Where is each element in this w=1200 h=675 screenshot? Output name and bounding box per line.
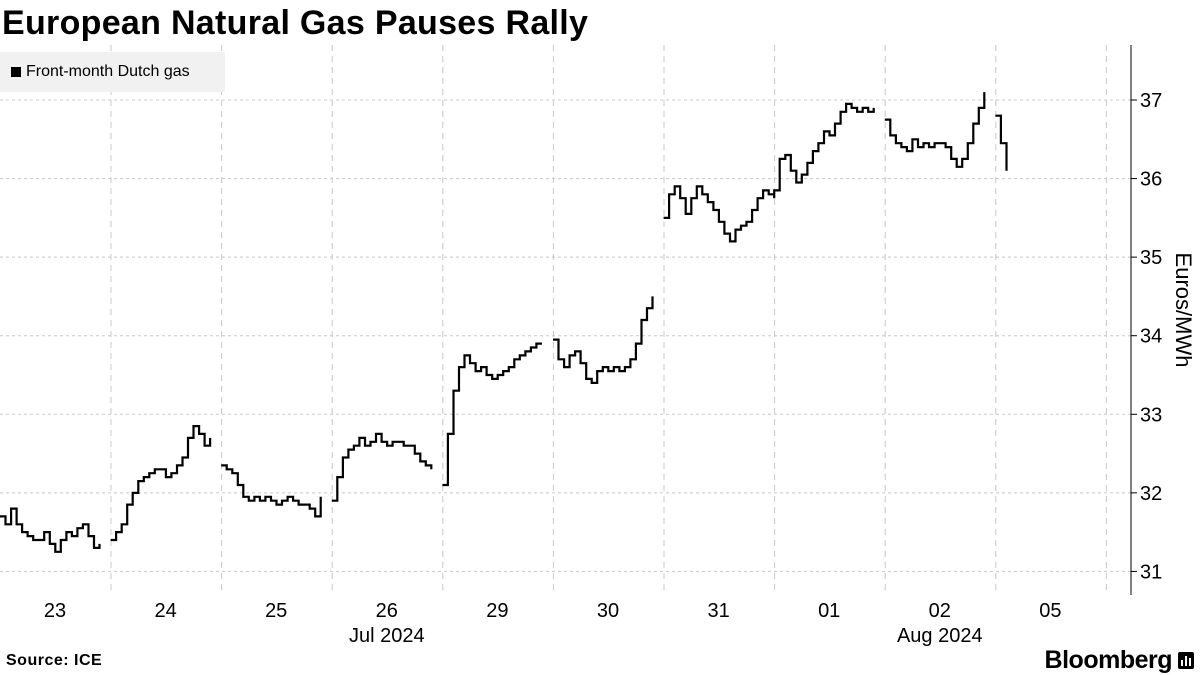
y-tick-label: 34	[1140, 326, 1162, 348]
brand-logo: Bloomberg	[1045, 646, 1194, 675]
bar-chart-icon	[1178, 652, 1194, 669]
x-tick-label: 26	[376, 600, 398, 622]
axis-layer: 31 32 33 34 35 36 37 23 24 25 26 29 30 31 01 02 05 Jul 20…	[44, 45, 1162, 647]
grid-layer	[0, 45, 1131, 595]
x-tick-label: 25	[265, 600, 287, 622]
x-month-label: Aug 2024	[897, 625, 983, 647]
chart-title: European Natural Gas Pauses Rally	[2, 4, 589, 42]
x-tick-label: 31	[707, 600, 729, 622]
x-tick-label: 01	[818, 600, 840, 622]
x-tick-label: 02	[929, 600, 951, 622]
legend-label: Front-month Dutch gas	[26, 63, 190, 80]
x-tick-label: 23	[44, 600, 66, 622]
y-tick-label: 36	[1140, 169, 1162, 191]
x-tick-label: 05	[1039, 600, 1061, 622]
y-tick-label: 37	[1140, 90, 1162, 112]
series-line	[0, 92, 1008, 553]
x-tick-label: 30	[597, 600, 619, 622]
source-note: Source: ICE	[6, 652, 103, 669]
y-tick-label: 31	[1140, 561, 1162, 583]
x-tick-label: 29	[486, 600, 508, 622]
brand-name: Bloomberg	[1044, 646, 1173, 674]
legend: Front-month Dutch gas	[0, 52, 225, 92]
y-axis-title: Euros/MWh	[1171, 253, 1196, 368]
series-layer	[0, 92, 1008, 553]
y-tick-label: 35	[1140, 247, 1162, 269]
x-tick-label: 24	[154, 600, 176, 622]
y-tick-label: 33	[1140, 404, 1162, 426]
x-month-label: Jul 2024	[349, 625, 425, 647]
legend-swatch	[11, 67, 21, 77]
y-tick-label: 32	[1140, 483, 1162, 505]
